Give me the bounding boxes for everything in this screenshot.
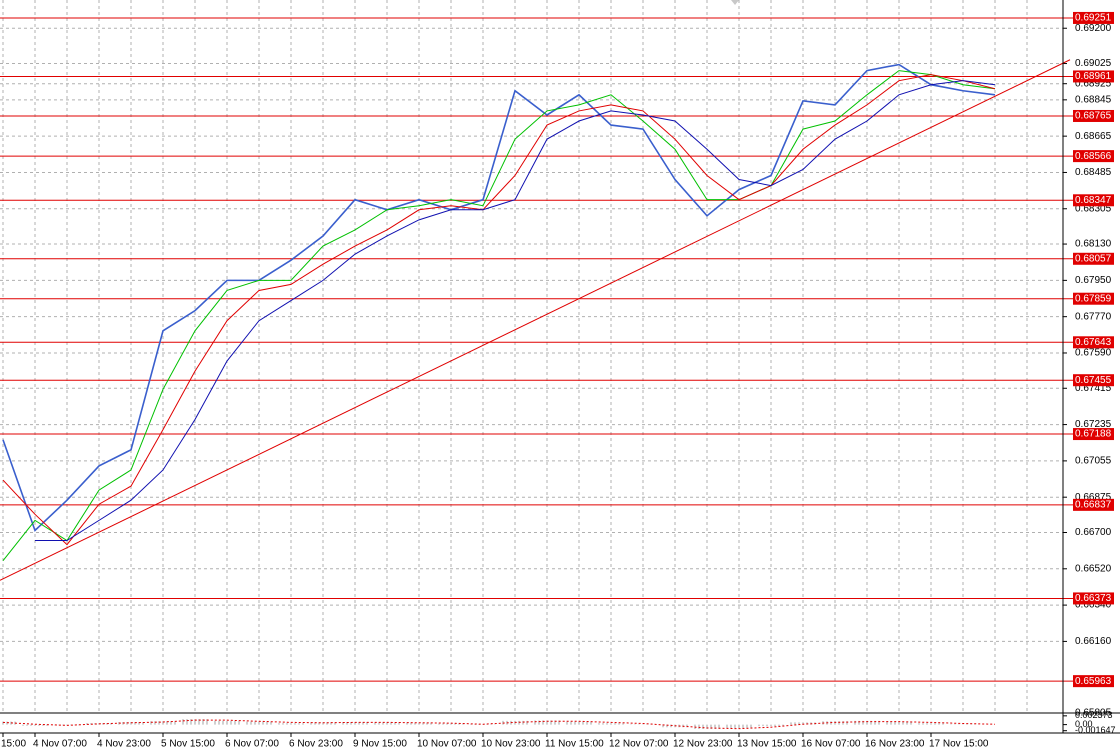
x-tick-label: 16 Nov 23:00 <box>865 739 925 750</box>
y-tick-label: 0.67235 <box>1075 419 1112 430</box>
y-tick-label: 0.69025 <box>1075 58 1112 69</box>
level-label-box <box>1073 70 1114 83</box>
y-tick-label: 0.68665 <box>1075 131 1112 142</box>
level-label-box <box>1073 336 1114 349</box>
x-tick-label: 12 Nov 07:00 <box>609 739 669 750</box>
line <box>2 74 996 546</box>
x-tick-label: 12 Nov 23:00 <box>673 739 733 750</box>
level-label: 0.65963 <box>1075 676 1112 687</box>
level-label-box <box>1073 498 1114 511</box>
y-tick-label: 0.67590 <box>1075 348 1112 359</box>
level-label-box <box>1073 374 1114 387</box>
level-label-box <box>1073 150 1114 163</box>
level-label-box <box>1073 109 1114 122</box>
level-label: 0.67859 <box>1075 293 1112 304</box>
level-label: 0.67643 <box>1075 337 1112 348</box>
y-tick-label: 0.67950 <box>1075 275 1112 286</box>
x-tick-label: 9 Nov 15:00 <box>353 739 407 750</box>
level-label-box <box>1073 194 1114 207</box>
level-label: 0.68961 <box>1075 71 1112 82</box>
x-tick-label: 15:00 <box>1 739 26 750</box>
y-tick-label: 0.67770 <box>1075 311 1112 322</box>
y-tick-label: 0.68305 <box>1075 203 1112 214</box>
level-label: 0.68057 <box>1075 253 1112 264</box>
line <box>2 70 996 562</box>
level-label: 0.68765 <box>1075 111 1112 122</box>
level-label: 0.66373 <box>1075 593 1112 604</box>
level-label: 0.69251 <box>1075 13 1112 24</box>
y-tick-label: 0.67415 <box>1075 383 1112 394</box>
level-label: 0.68347 <box>1075 195 1112 206</box>
level-label-box <box>1073 292 1114 305</box>
y-tick-label: 0.00 <box>1075 719 1093 729</box>
y-tick-label: 0.68925 <box>1075 78 1112 89</box>
level-label-box <box>1073 11 1114 24</box>
level-label-box <box>1073 252 1114 265</box>
level-label-box <box>1073 592 1114 605</box>
y-tick-label: 0.68845 <box>1075 94 1112 105</box>
level-label: 0.67188 <box>1075 429 1112 440</box>
trendline <box>0 59 1071 581</box>
y-tick-label: 0.67055 <box>1075 456 1112 467</box>
x-tick-label: 5 Nov 15:00 <box>161 739 215 750</box>
line <box>2 719 996 730</box>
x-tick-label: 4 Nov 07:00 <box>33 739 87 750</box>
level-label: 0.67455 <box>1075 375 1112 386</box>
y-tick-label: 0.66700 <box>1075 527 1112 538</box>
line <box>2 63 996 532</box>
level-label: 0.66837 <box>1075 499 1112 510</box>
y-tick-label: 0.66520 <box>1075 563 1112 574</box>
y-tick-label: 0.66160 <box>1075 636 1112 647</box>
y-tick-label: 0.68130 <box>1075 239 1112 250</box>
x-tick-label: 13 Nov 15:00 <box>737 739 797 750</box>
y-tick-label: 0.66875 <box>1075 492 1112 503</box>
level-label-box <box>1073 675 1114 688</box>
x-tick-label: 16 Nov 07:00 <box>801 739 861 750</box>
x-tick-label: 10 Nov 23:00 <box>481 739 541 750</box>
shift-marker <box>731 0 739 5</box>
line <box>35 80 996 542</box>
x-tick-label: 6 Nov 23:00 <box>289 739 343 750</box>
y-tick-label: 0.68485 <box>1075 167 1112 178</box>
y-tick-label: 0.66340 <box>1075 600 1112 611</box>
x-tick-label: 4 Nov 23:00 <box>97 739 151 750</box>
y-tick-label: 0.002373 <box>1075 710 1113 720</box>
y-tick-label: -0.001647 <box>1075 725 1116 735</box>
y-tick-label: 0.69200 <box>1075 23 1112 34</box>
level-label: 0.68566 <box>1075 151 1112 162</box>
x-tick-label: 6 Nov 07:00 <box>225 739 279 750</box>
x-tick-label: 11 Nov 15:00 <box>545 739 604 750</box>
x-tick-label: 17 Nov 15:00 <box>929 739 989 750</box>
x-tick-label: 10 Nov 07:00 <box>417 739 477 750</box>
level-label-box <box>1073 428 1114 441</box>
